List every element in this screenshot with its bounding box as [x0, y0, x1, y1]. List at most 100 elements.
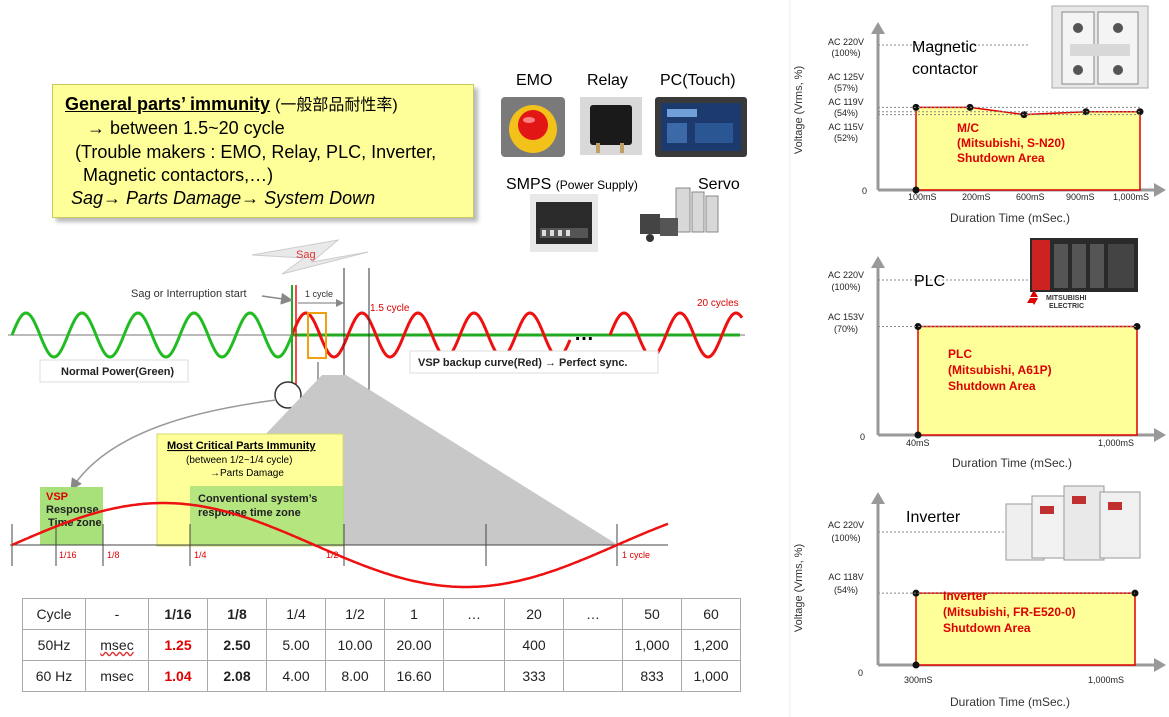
inv-guide-lines [878, 531, 1135, 594]
table-cell: … [443, 598, 505, 630]
critical-sub: (between 1/2~1/4 cycle) [186, 455, 292, 466]
table-cell: 2.08 [207, 660, 267, 692]
mc-x-arrowhead [1154, 183, 1166, 197]
emo-button-image [501, 97, 565, 157]
table-cell: 16.60 [384, 660, 444, 692]
mc-ytick-2-label: AC 119V [828, 97, 863, 107]
table-cell: 400 [504, 629, 564, 661]
mc-ytick-1-pct: (57%) [834, 83, 858, 93]
touch-panel-image [655, 97, 747, 157]
table-cell [563, 629, 623, 661]
magnetic-contactor-image [1051, 5, 1149, 89]
table-cell: 50 [622, 598, 682, 630]
plc-ytick-0-label: AC 220V [828, 270, 864, 280]
table-cell: 60 [681, 598, 741, 630]
vsp-zone-rect [40, 487, 103, 545]
mc-guide-lines [878, 44, 1140, 116]
table-cell: 8.00 [325, 660, 385, 692]
mc-xtick-2: 600mS [1016, 192, 1045, 202]
table-cell: 1,200 [681, 629, 741, 661]
tick-label-1-2: 1/2 [326, 550, 339, 560]
mitsubishi-logo-text1: MITSUBISHI [1046, 295, 1087, 302]
tick-label-1-cycle: 1 cycle [622, 550, 650, 560]
inv-x-arrowhead [1154, 658, 1166, 672]
inv-title: Inverter [906, 509, 961, 526]
smps-image [530, 194, 598, 252]
inv-xtick-0: 300mS [904, 675, 933, 685]
table-cell: 50Hz [22, 629, 86, 661]
plc-area-line3: Shutdown Area [948, 379, 1036, 393]
data-point-base [912, 661, 920, 669]
table-cell: 10.00 [325, 629, 385, 661]
table-cell: 333 [504, 660, 564, 692]
plc-zero-label: 0 [860, 432, 865, 442]
table-cell [443, 660, 505, 692]
mc-ytick-0-label: AC 220V [828, 37, 864, 47]
tick-label-1-16: 1/16 [59, 550, 77, 560]
table-cell: 1/16 [148, 598, 208, 630]
plc-guide-lines [878, 279, 1137, 327]
table-row: 50Hz msec 1.25 2.50 5.00 10.00 20.00 400 1,000 1,… [22, 629, 741, 661]
normal-power-wave [10, 311, 294, 359]
mc-xtick-4: 1,000mS [1113, 192, 1149, 202]
data-point [1133, 323, 1141, 330]
table-row: Cycle -1/16 1/8 1/4 1/2 1… 20… 50 60 [22, 598, 741, 630]
table-row: 60 Hz msec 1.04 2.08 4.00 8.00 16.60 333 833 1,00… [22, 660, 741, 692]
inv-xlabel: Duration Time (mSec.) [950, 695, 1070, 709]
table-cell [563, 660, 623, 692]
table-cell: Cycle [22, 598, 86, 630]
critical-sub2: →Parts Damage [210, 468, 284, 479]
plc-image [1030, 238, 1138, 292]
table-cell: 2.50 [207, 629, 267, 661]
table-cell: 1 [384, 598, 444, 630]
plc-x-arrowhead [1154, 428, 1166, 442]
pc-touch-label: PC(Touch) [660, 72, 736, 89]
inv-xtick-1: 1,000mS [1088, 675, 1124, 685]
plc-title: PLC [914, 273, 945, 290]
timeline-sine-wave [11, 501, 669, 589]
table-cell: 1,000 [622, 629, 682, 661]
immunity-consequence: Sag→ Parts Damage→ System Down [71, 188, 376, 208]
sag-start-label: Sag or Interruption start [131, 288, 247, 300]
mitsubishi-logo [1027, 290, 1038, 305]
immunity-title: General parts’ immunity [65, 94, 271, 114]
one-half-cycle-label: 1.5 cycle [370, 303, 410, 314]
vsp-backup-wave-end [608, 311, 744, 359]
plc-xtick-0: 40mS [906, 438, 930, 448]
immunity-trouble-makers-2: Magnetic contactors,…) [83, 165, 274, 185]
data-point-base [914, 431, 922, 439]
vsp-curve-label: VSP backup curve(Red) → Perfect sync. [418, 357, 628, 369]
table-cell [443, 629, 505, 661]
table-cell: 833 [622, 660, 682, 692]
vsp-curve-box [409, 350, 659, 374]
mc-shutdown-area [915, 106, 1141, 191]
start-pointer-arrow [261, 292, 293, 305]
plc-ytick-1-label: AC 153V [828, 312, 864, 322]
table-cell: msec [85, 629, 149, 661]
cycle-time-table: Cycle -1/16 1/8 1/4 1/2 1… 20… 50 60 50Hz msec 1.25… [22, 598, 741, 692]
smps-label: SMPS (Power Supply) [506, 176, 638, 194]
magnetic-contactor-chart: AC 220V (100%) AC 125V (57%) AC 119V (54… [793, 22, 1166, 225]
relay-label: Relay [587, 72, 628, 89]
table-cell: 1/8 [207, 598, 267, 630]
inv-ylabel: Voltage (Vrms, %) [793, 544, 805, 632]
immunity-trouble-makers: (Trouble makers : EMO, Relay, PLC, Inver… [75, 142, 437, 162]
inv-ytick-0-label: AC 220V [828, 520, 864, 530]
plc-ytick-0-pct: (100%) [831, 282, 860, 292]
tick-label-1-4: 1/4 [194, 550, 207, 560]
relay-image [580, 97, 642, 155]
inv-y-arrowhead [871, 492, 885, 504]
mc-ytick-1-label: AC 125V [828, 72, 864, 82]
critical-window-box [307, 312, 327, 359]
plc-xtick-1: 1,000mS [1098, 438, 1134, 448]
inv-zero-label: 0 [858, 668, 863, 678]
inv-ytick-1-pct: (54%) [834, 585, 858, 595]
critical-title: Most Critical Parts Immunity [167, 440, 316, 452]
table-cell: 1.25 [148, 629, 208, 661]
mc-title-line1: Magnetic [912, 39, 977, 56]
sag-label: Sag [296, 249, 316, 261]
mc-title-line2: contactor [912, 61, 978, 78]
normal-power-box [39, 359, 189, 383]
plc-ytick-1-pct: (70%) [834, 324, 858, 334]
